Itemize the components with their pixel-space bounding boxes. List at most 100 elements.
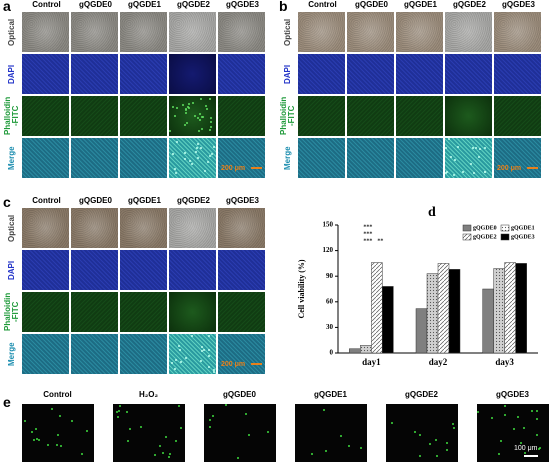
cell-dot [499, 440, 502, 443]
cell-dot [435, 454, 438, 457]
cell-dot [210, 116, 213, 119]
micrograph [22, 334, 69, 374]
cell-dot [516, 416, 519, 419]
cell-dot [209, 121, 212, 124]
cell-dot [196, 143, 199, 146]
bar-hatch [371, 262, 383, 353]
cell-dot [434, 439, 437, 442]
cell-dot [236, 457, 239, 460]
column-header: gQGDE3 [496, 390, 529, 399]
cell-dot [199, 97, 202, 100]
column-header: H₂O₂ [138, 390, 159, 399]
micrograph [22, 96, 69, 136]
y-axis-label: Cell viability (%) [297, 259, 306, 318]
bar-hatch [504, 262, 516, 353]
column-header: gQGDE2 [405, 390, 438, 399]
cell-dot [473, 171, 476, 174]
cell-dot [531, 409, 534, 412]
y-tick-label: 30 [326, 323, 334, 331]
micrograph [120, 96, 167, 136]
micrograph [396, 54, 443, 94]
cell-dot [194, 150, 197, 153]
cell-dot [202, 115, 205, 118]
cell-dot [171, 362, 174, 365]
cell-dot [183, 152, 186, 155]
bar [515, 263, 527, 354]
micrograph [71, 292, 118, 332]
cell-dot [181, 103, 184, 106]
cell-dot [197, 156, 200, 159]
cell-dot [117, 416, 120, 419]
micrograph [169, 250, 216, 290]
column-header: gQGDE1 [128, 196, 161, 205]
bar [482, 288, 494, 354]
cell-dot [177, 405, 180, 408]
cell-dot [197, 117, 200, 120]
cell-dot [177, 345, 180, 348]
scale-bar [251, 363, 262, 365]
micrograph [120, 334, 167, 374]
cell-dot [209, 426, 212, 429]
cell-dot [208, 354, 211, 357]
cell-dot [213, 146, 215, 149]
cell-dot [210, 152, 213, 155]
cell-dot [503, 405, 506, 408]
column-header: gQGDE2 [453, 0, 486, 9]
cell-dot [205, 104, 208, 107]
cell-dot [310, 453, 313, 456]
row-label: Optical [283, 18, 292, 46]
micrograph [298, 96, 345, 136]
micrograph [204, 404, 276, 462]
cell-dot [34, 427, 37, 430]
cell-dot [413, 430, 416, 433]
row-label: Optical [7, 214, 16, 242]
micrograph [386, 404, 458, 462]
bar-hatch [493, 268, 505, 353]
legend-swatch [500, 224, 510, 232]
micrograph [169, 96, 216, 136]
micrograph [477, 404, 549, 462]
cell-dot [452, 427, 455, 430]
cell-dot [478, 148, 481, 151]
column-header: gQGDE1 [404, 0, 437, 9]
legend-swatch [462, 224, 472, 232]
cell-dot [472, 146, 475, 149]
cell-dot [207, 348, 210, 351]
x-tick-label: day2 [429, 357, 448, 367]
cell-dot [445, 449, 448, 452]
cell-dot [419, 434, 422, 437]
micrograph [445, 12, 492, 52]
micrograph [71, 208, 118, 248]
x-tick-label: day1 [362, 357, 381, 367]
cell-dot [164, 436, 167, 439]
micrograph [120, 250, 167, 290]
cell-dot [186, 106, 189, 109]
cell-dot [180, 426, 183, 429]
cell-dot [173, 168, 176, 171]
micrograph [22, 12, 69, 52]
micrograph [22, 250, 69, 290]
y-tick-label: 60 [326, 297, 334, 305]
micrograph [169, 12, 216, 52]
column-header: gQGDE0 [79, 0, 112, 9]
cell-dot [484, 171, 487, 174]
micrograph [218, 138, 265, 178]
cell-dot [202, 349, 205, 352]
panel-label: e [3, 394, 11, 410]
micrograph [113, 404, 185, 462]
micrograph [22, 138, 69, 178]
cell-dot [46, 444, 49, 447]
micrograph [494, 96, 541, 136]
y-tick-label: 90 [326, 272, 334, 280]
cell-dot [183, 123, 186, 126]
micrograph [169, 138, 216, 178]
cell-dot [201, 115, 204, 118]
cell-dot [205, 108, 208, 111]
x-tick-label: day3 [495, 357, 514, 367]
micrograph [22, 292, 69, 332]
cell-dot [519, 441, 522, 444]
cell-dot [33, 439, 36, 442]
cell-dot [191, 163, 194, 166]
cell-dot [187, 106, 190, 109]
cell-dot [51, 408, 54, 411]
